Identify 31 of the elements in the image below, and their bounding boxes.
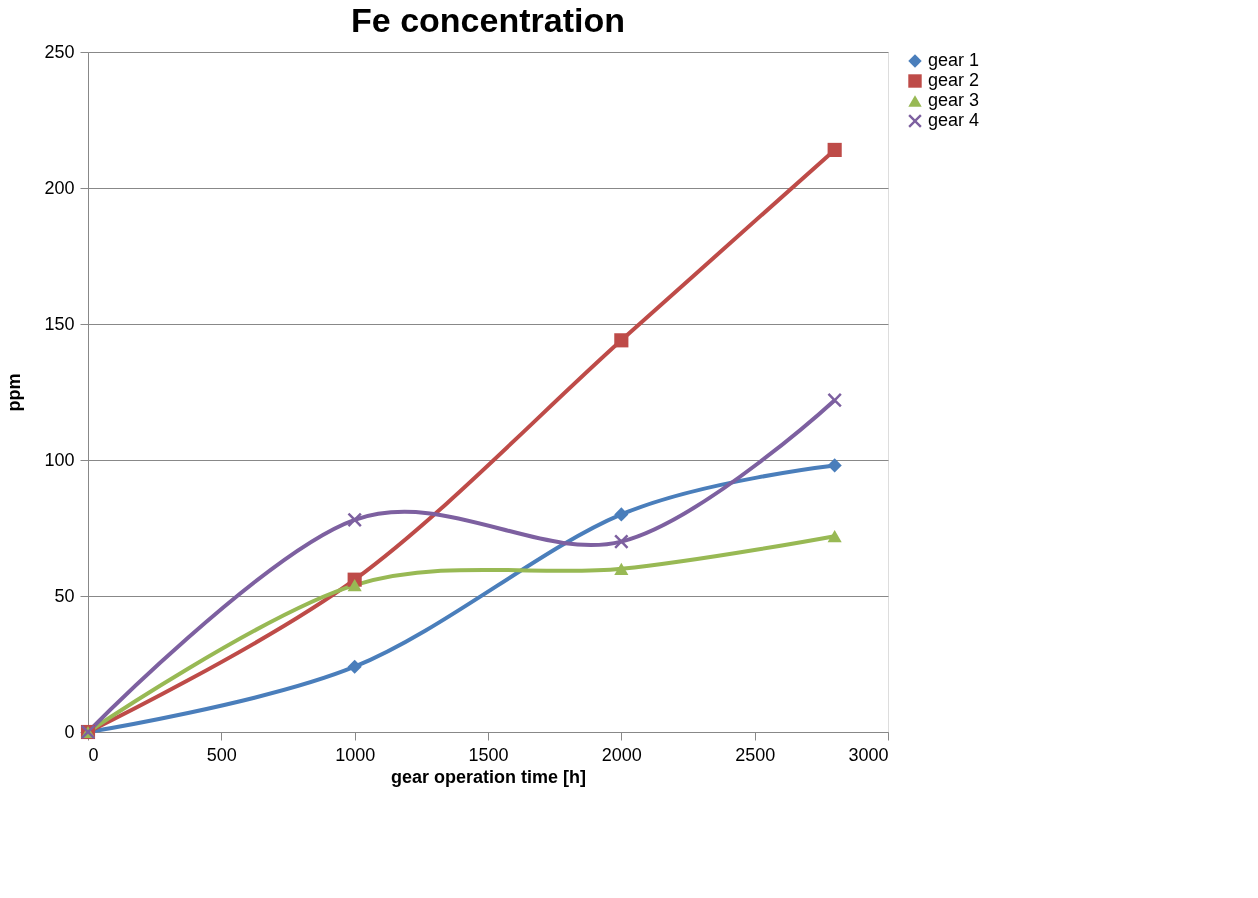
legend-label: gear 3 [928, 90, 980, 110]
x-tick-label: 2500 [735, 744, 776, 765]
point [827, 530, 842, 543]
legend-label: gear 1 [928, 50, 980, 70]
point [347, 659, 362, 674]
y-tick-label: 250 [44, 41, 75, 62]
point [614, 562, 629, 575]
y-tick-label: 50 [54, 585, 75, 606]
legend-label: gear 2 [928, 70, 980, 90]
x-tick-label: 500 [206, 744, 237, 765]
point [347, 512, 362, 527]
chart-title: Fe concentration [351, 1, 625, 39]
x-tick-label: 1500 [468, 744, 509, 765]
y-tick-label: 150 [44, 313, 75, 334]
y-tick-label: 0 [64, 721, 75, 742]
point [827, 393, 842, 408]
x-axis-title: gear operation time [h] [390, 766, 587, 787]
legend-label: gear 4 [928, 110, 980, 130]
point [827, 458, 842, 473]
y-tick-label: 200 [44, 177, 75, 198]
y-tick-label: 100 [44, 449, 75, 470]
point [614, 333, 629, 348]
x-tick-label: 2000 [601, 744, 642, 765]
point [347, 579, 362, 592]
point [614, 534, 629, 549]
x-tick-label: 0 [88, 744, 99, 765]
x-tick-label: 3000 [848, 744, 889, 765]
point [614, 507, 629, 522]
x-tick-label: 1000 [335, 744, 376, 765]
point [827, 142, 842, 157]
y-axis-title: ppm [4, 373, 25, 412]
